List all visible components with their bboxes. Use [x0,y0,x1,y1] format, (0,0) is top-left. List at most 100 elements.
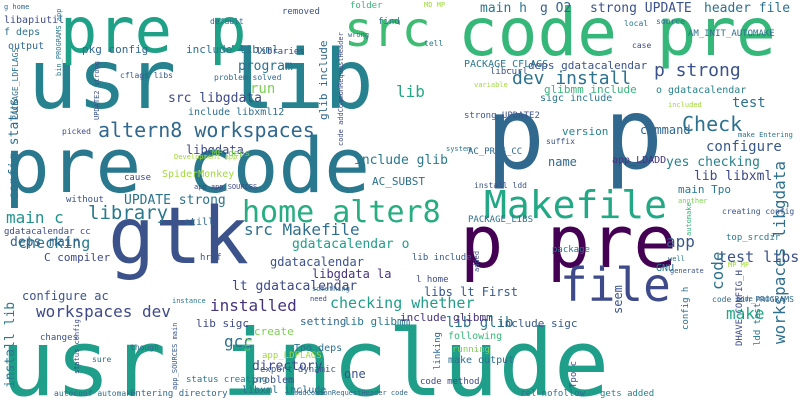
word: MF deps [212,149,250,159]
word: src libgdata [168,91,262,106]
word: Tpo deps [294,343,343,354]
word: app [666,232,695,251]
word: Entering directory [130,389,228,399]
word: create [254,325,294,338]
word: lib include [412,253,472,263]
word: cause [124,173,152,183]
word: local [624,19,649,28]
word: include glib [354,153,448,168]
word: code [708,251,727,290]
word: gcc [224,332,253,351]
word: home alter8 [242,195,441,230]
word: still [184,217,215,228]
word: config h [681,286,691,330]
word: gdatacalendar [270,255,364,269]
word: src Makefile [244,220,360,239]
word: try [243,337,252,352]
word: pre p [60,0,247,67]
word: C compiler [44,251,111,264]
word: DHAVE_CONFIG_H [735,270,745,346]
word: libs lt First [424,285,518,299]
word: main Tpo [678,183,731,196]
word: lib sigc [196,317,249,330]
word: gdatacalendar cc [4,227,91,237]
word: MD MP [424,1,446,9]
word: p pre [460,200,677,284]
word: another [678,197,708,205]
word: instance [172,297,206,305]
word: sigc include [540,93,613,104]
word: configure [706,139,782,155]
word: app_LDADD [612,155,667,166]
word: libapiutil [4,15,65,26]
word: f deps [4,27,41,38]
word: include libxml12 [188,107,285,118]
word: workspaces dev [36,302,171,321]
word: program [238,59,293,74]
word: autoconf automake [54,389,136,398]
word: source [656,17,685,26]
word: altern8 workspaces [98,118,315,142]
word: cflags libs [120,71,173,80]
word: setting [300,315,347,328]
word: make [726,304,765,323]
word: lib libxml [694,169,773,184]
word: pkg config [82,43,149,56]
word: automake [685,202,693,236]
word: problem [252,375,295,386]
word: linking [433,332,443,370]
word: glib include [317,40,330,120]
word: lib glib [446,315,514,331]
word: status creating [186,375,268,385]
word: install lib [3,301,18,388]
word: g O2 [540,1,572,16]
word: checking whether [330,294,475,312]
word: Development app [174,153,238,161]
word: version [562,125,609,138]
word: GNU [656,263,675,274]
word: following [448,331,503,342]
word: problem solved [214,73,282,82]
word: well [668,255,685,263]
word: deps gdatacalendar [528,59,648,72]
word: app_LDFLAGS [262,351,322,361]
word: UPDATE strong [124,193,226,208]
word: PACKAGE_CFLAGS [464,59,549,70]
word: main h [480,1,527,16]
word: libcurl [490,67,528,77]
word: seem [611,285,625,314]
word: variable [474,81,508,89]
word: export dynamic [260,365,336,375]
word: code method [420,377,480,387]
word: file [560,258,671,312]
word: main c [6,208,64,227]
word: library [88,202,169,224]
word: deps main [10,235,81,250]
word: strong UPDATE2 [464,111,540,121]
word: lib [396,82,425,101]
word: status config [73,319,81,374]
word: MP MF [728,261,750,269]
word: case [632,41,652,50]
word: gdatacalendar o [292,237,410,252]
word: libgdata la [312,267,392,281]
word: AM_INIT_AUTOMAKE [688,29,775,39]
word: app app_SOURCES [194,183,258,191]
word: run [250,81,276,97]
word: test [732,95,766,111]
word: rel nofollow [520,389,586,399]
word: lt gdatacalendar [232,279,358,294]
word: name [548,155,577,169]
word: make Entering [738,131,793,139]
word: package [552,245,590,255]
word: directory [252,359,323,374]
word: folder [350,1,383,11]
word: libraries [256,47,305,57]
word: tell [424,39,444,48]
word: pre code [4,121,371,210]
word: ldd test [753,302,763,346]
word: find [378,17,400,27]
word: bin_PROGRAMS app [55,8,63,76]
word: checking [18,234,91,252]
